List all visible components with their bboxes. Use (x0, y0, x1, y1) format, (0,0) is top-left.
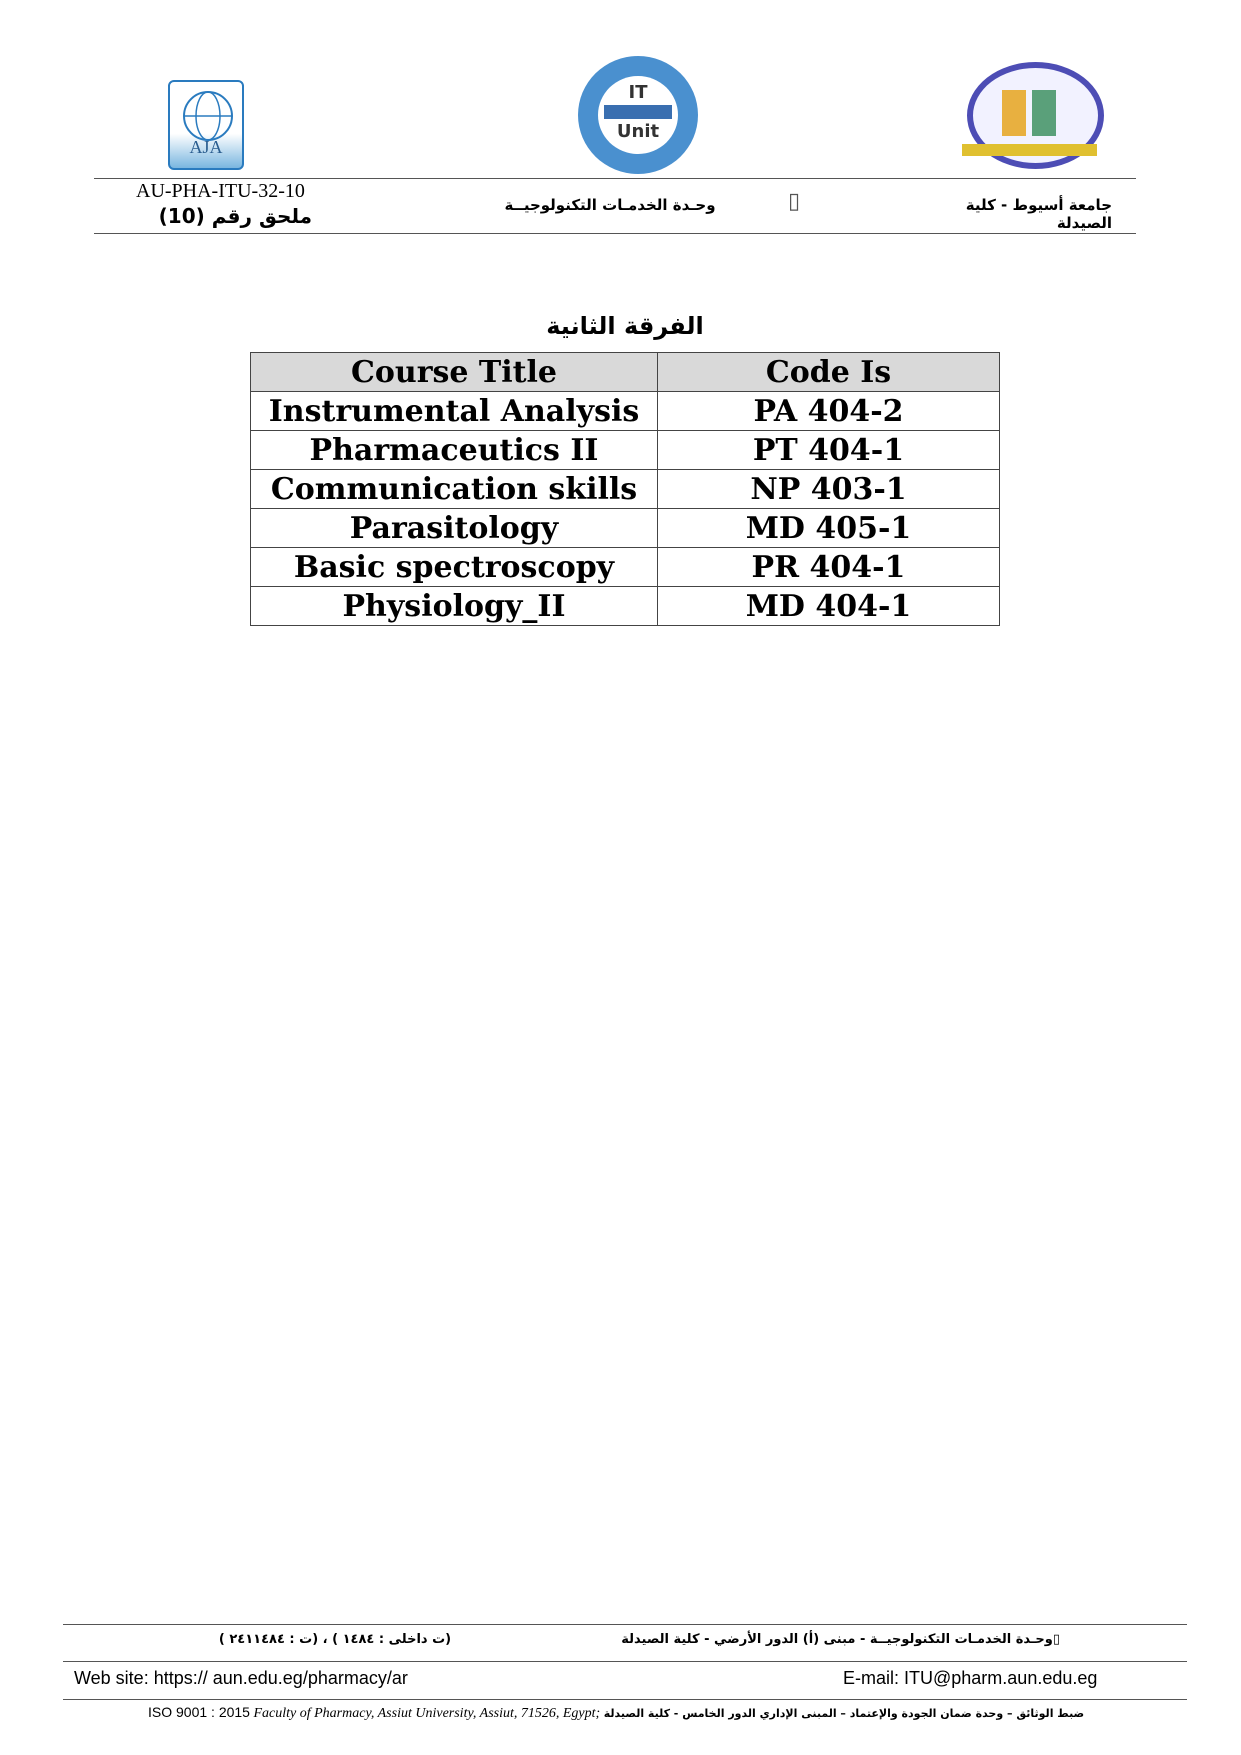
course-title: Instrumental Analysis (250, 391, 658, 431)
table-row: Instrumental Analysis PA 404-2 (250, 391, 1000, 431)
course-title: Communication skills (250, 469, 658, 509)
course-code: MD 405-1 (657, 508, 1000, 548)
footer-address: ▯وحـدة الخدمـات التكنولوجيــة - مبنى (أ)… (621, 1632, 1060, 1647)
footer-phone: (ت داخلى : ١٤٨٤ ) ، (ت : ٢٤١١٤٨٤ ) (218, 1632, 452, 1647)
table-header-row: Course Title Code Is (250, 352, 1000, 392)
column-header: Course Title (250, 352, 658, 392)
course-code: NP 403-1 (657, 469, 1000, 509)
footer-rule-2 (63, 1661, 1187, 1662)
annex-number: ملحق رقم (10) (158, 204, 312, 228)
table-row: Communication skills NP 403-1 (250, 469, 1000, 509)
header-top-rule (94, 178, 1136, 179)
table-row: Parasitology MD 405-1 (250, 508, 1000, 548)
footer-rule-1 (63, 1624, 1187, 1625)
faculty-name: جامعة أسيوط - كلية الصيدلة (965, 196, 1112, 232)
footer-rule-3 (63, 1699, 1187, 1700)
column-header: Code Is (657, 352, 1000, 392)
missing-glyph-icon: ▯ (788, 188, 801, 213)
document-code: AU-PHA-ITU-32-10 (136, 180, 305, 202)
table-row: Physiology_II MD 404-1 (250, 586, 1000, 626)
faculty-logo (962, 62, 1104, 170)
course-title: Pharmaceutics II (250, 430, 658, 470)
table-row: Basic spectroscopy PR 404-1 (250, 547, 1000, 587)
course-code: PR 404-1 (657, 547, 1000, 587)
footer-iso-line: ISO 9001 : 2015 Faculty of Pharmacy, Ass… (148, 1704, 1084, 1722)
page-heading: الفرقة الثانية (546, 312, 704, 340)
course-title: Basic spectroscopy (250, 547, 658, 587)
course-title: Parasitology (250, 508, 658, 548)
header-bottom-rule (94, 233, 1136, 234)
course-table: Course Title Code Is Instrumental Analys… (250, 352, 1000, 626)
course-code: PA 404-2 (657, 391, 1000, 431)
course-code: MD 404-1 (657, 586, 1000, 626)
aja-logo: AJA (168, 80, 244, 170)
course-code: PT 404-1 (657, 430, 1000, 470)
footer-address-ar: ضبط الوثائق – وحدة ضمان الجودة والإعتماد… (603, 1707, 1085, 1720)
unit-name: وحـدة الخدمـات التكنولوجيــة (504, 196, 716, 214)
footer-email-link[interactable]: E-mail: ITU@pharm.aun.edu.eg (843, 1668, 1098, 1688)
course-title: Physiology_II (250, 586, 658, 626)
footer-address-en: Faculty of Pharmacy, Assiut University, … (253, 1706, 601, 1721)
table-row: Pharmaceutics II PT 404-1 (250, 430, 1000, 470)
footer-website-link[interactable]: Web site: https:// aun.edu.eg/pharmacy/a… (74, 1668, 408, 1688)
iso-standard: ISO 9001 : 2015 (148, 1704, 250, 1720)
it-unit-logo: IT Unit (578, 56, 698, 174)
